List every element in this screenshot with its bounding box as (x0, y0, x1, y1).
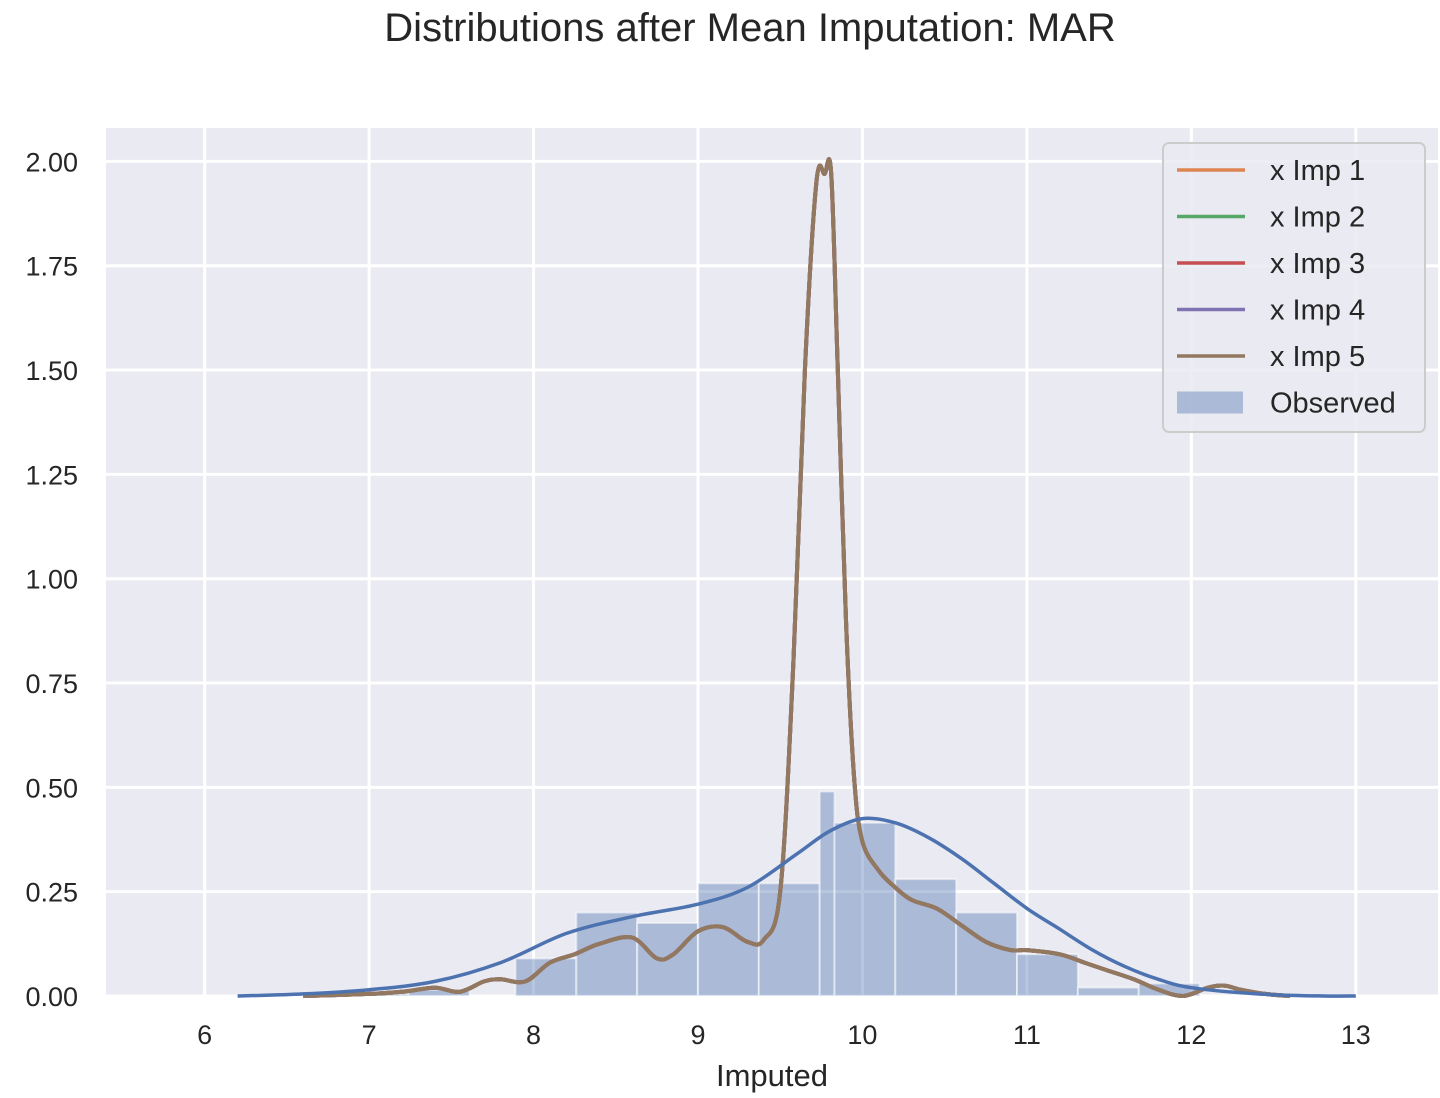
y-tick-label: 1.25 (25, 460, 78, 490)
histogram-bar (955, 911, 1019, 997)
y-tick-label: 0.25 (25, 878, 78, 908)
tick-labels: 6 7 8 9 10 11 12 13 0.00 0.25 0.50 0.75 1.00 1.25 1.50… (25, 147, 1370, 1050)
y-tick-label: 0.50 (25, 773, 78, 803)
observed-kde-line (237, 816, 1356, 998)
x-tick-label: 8 (526, 1020, 541, 1050)
histogram-bar (1016, 953, 1079, 997)
x-tick-label: 12 (1176, 1020, 1206, 1050)
x-axis-label: Imputed (716, 1058, 828, 1093)
legend-label-imp-1: x Imp 1 (1270, 155, 1365, 187)
y-tick-label: 1.50 (25, 356, 78, 386)
legend-label-imp-3: x Imp 3 (1270, 248, 1365, 280)
y-tick-label: 0.00 (25, 982, 78, 1012)
x-tick-label: 11 (1013, 1020, 1041, 1050)
legend: x Imp 1 x Imp 2 x Imp 3 x Imp 4 x Imp 5 Obser… (1162, 142, 1426, 433)
x-tick-label: 7 (362, 1020, 377, 1050)
legend-label-imp-2: x Imp 2 (1270, 202, 1365, 234)
legend-label-observed: Observed (1270, 388, 1396, 420)
histogram-bar (757, 882, 821, 997)
x-tick-label: 9 (690, 1020, 705, 1050)
x-tick-label: 6 (197, 1020, 212, 1050)
kde-lines (237, 157, 1356, 999)
histogram-bar (894, 878, 958, 998)
y-tick-label: 0.75 (25, 669, 78, 699)
histogram-bar (575, 911, 639, 997)
legend-label-imp-5: x Imp 5 (1270, 341, 1365, 373)
legend-label-imp-4: x Imp 4 (1270, 295, 1365, 327)
y-tick-label: 2.00 (25, 147, 78, 177)
chart-title: Distributions after Mean Imputation: MAR (384, 6, 1116, 50)
y-tick-label: 1.75 (25, 252, 78, 282)
y-tick-label: 1.00 (25, 565, 78, 595)
histogram-bar (1076, 986, 1140, 998)
x-tick-label: 10 (847, 1020, 877, 1050)
x-tick-label: 13 (1341, 1020, 1371, 1050)
histogram-bar (818, 790, 836, 997)
legend-swatch-observed (1177, 391, 1243, 414)
imputed-kde-line-5 (303, 157, 1291, 999)
